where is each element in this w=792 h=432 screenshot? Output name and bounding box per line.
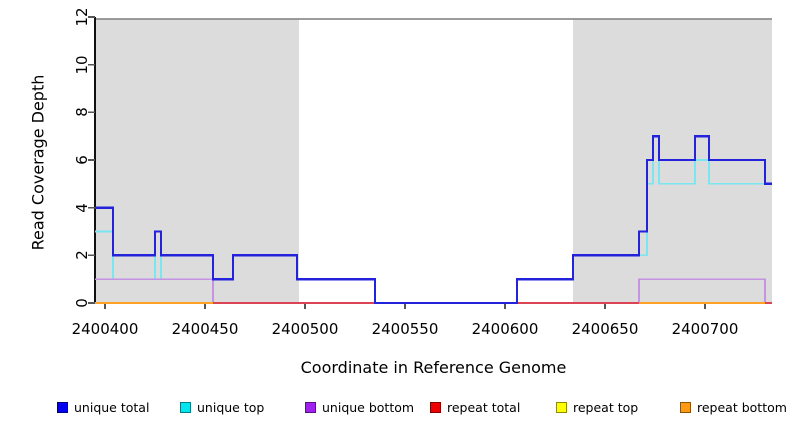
y-tick-label: 6 (73, 155, 91, 165)
legend-swatch-repeat-total (430, 402, 441, 413)
legend-label: unique bottom (322, 400, 415, 415)
legend-label: repeat bottom (697, 400, 787, 415)
legend-swatch-unique-bottom (305, 402, 316, 413)
x-tick-label: 2400550 (371, 320, 439, 338)
y-tick-label: 10 (73, 55, 91, 75)
legend-swatch-unique-total (57, 402, 68, 413)
series-line-unique-total (95, 135, 772, 305)
y-tick-label: 2 (73, 250, 91, 261)
y-tick-label: 8 (73, 107, 91, 118)
y-axis-title: Read Coverage Depth (28, 74, 48, 251)
legend-swatch-repeat-bottom (680, 402, 691, 413)
series-line-unique-bottom (95, 278, 772, 304)
x-tick-label: 2400650 (571, 320, 639, 338)
shaded-region (95, 19, 299, 303)
legend-swatch-unique-top (180, 402, 191, 413)
legend-label: unique top (197, 400, 265, 415)
legend-label: repeat top (573, 400, 639, 415)
x-axis-title: Coordinate in Reference Genome (300, 358, 567, 377)
legend-swatch-repeat-top (556, 402, 567, 413)
y-tick-label: 4 (73, 202, 91, 213)
x-tick-label: 2400700 (671, 320, 739, 338)
legend-label: repeat total (447, 400, 521, 415)
x-tick-label: 2400400 (71, 320, 139, 338)
legend-label: unique total (74, 400, 150, 415)
y-tick-label: 12 (73, 7, 91, 27)
y-tick-label: 0 (73, 298, 91, 308)
x-tick-label: 2400500 (271, 320, 339, 338)
x-tick-label: 2400600 (471, 320, 539, 338)
x-tick-label: 2400450 (171, 320, 239, 338)
